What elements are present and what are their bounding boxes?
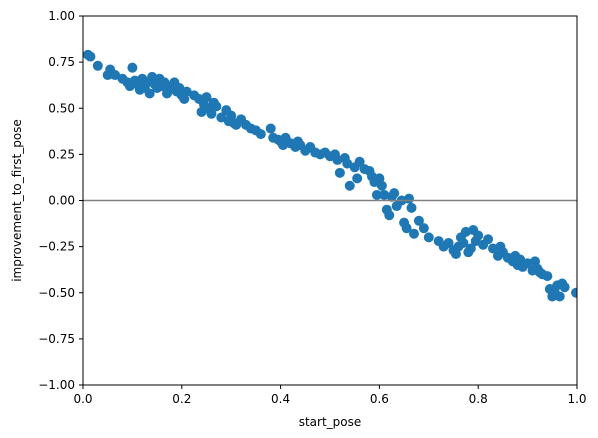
x-tick-label: 0.6 xyxy=(370,392,389,406)
y-tick-label: 0.50 xyxy=(48,101,75,115)
data-point xyxy=(159,77,170,88)
data-point xyxy=(408,228,419,239)
data-point xyxy=(571,287,577,298)
data-point xyxy=(559,282,570,293)
data-point xyxy=(334,167,345,178)
data-point xyxy=(389,188,400,199)
data-point xyxy=(352,173,363,184)
data-point xyxy=(406,202,417,213)
data-point xyxy=(255,129,266,140)
x-tick-label: 1.0 xyxy=(567,392,586,406)
x-tick-label: 0.0 xyxy=(73,392,92,406)
y-tick-label: 0.25 xyxy=(48,147,75,161)
data-point xyxy=(344,180,355,191)
data-point xyxy=(458,237,469,248)
y-tick-label: −0.75 xyxy=(38,332,75,346)
data-point xyxy=(418,223,429,234)
y-tick-label: −0.50 xyxy=(38,286,75,300)
y-tick-label: −0.25 xyxy=(38,240,75,254)
data-point xyxy=(85,51,96,62)
data-point xyxy=(483,234,494,245)
y-axis-label: improvement_to_first_pose xyxy=(10,119,24,282)
data-point xyxy=(542,271,553,282)
y-axis-ticks: −1.00 −0.75 −0.50 −0.25 0.00 0.25 0.50 0.75 1.00 xyxy=(38,9,83,392)
x-axis-ticks: 0.0 0.2 0.4 0.6 0.8 1.0 xyxy=(73,385,587,406)
y-tick-label: 0.75 xyxy=(48,55,75,69)
data-points xyxy=(83,49,577,302)
data-point xyxy=(211,101,222,112)
data-point xyxy=(206,108,217,119)
data-point xyxy=(404,193,415,204)
data-point xyxy=(413,215,424,226)
data-point xyxy=(443,237,454,248)
data-point xyxy=(127,62,138,73)
x-tick-label: 0.2 xyxy=(172,392,191,406)
data-point xyxy=(473,230,484,241)
data-point xyxy=(181,86,192,97)
x-tick-label: 0.4 xyxy=(271,392,290,406)
data-point xyxy=(144,88,155,99)
data-point xyxy=(265,123,276,134)
data-point xyxy=(465,243,476,254)
y-tick-label: 1.00 xyxy=(48,9,75,23)
data-point xyxy=(384,210,395,221)
data-point xyxy=(92,60,103,71)
data-point xyxy=(401,223,412,234)
data-point xyxy=(201,92,212,103)
x-axis-label: start_pose xyxy=(299,415,362,429)
data-point xyxy=(371,189,382,200)
data-point xyxy=(354,156,365,167)
data-point xyxy=(376,180,387,191)
y-tick-label: −1.00 xyxy=(38,378,75,392)
y-tick-label: 0.00 xyxy=(48,194,75,208)
data-point xyxy=(216,112,227,123)
data-point xyxy=(342,158,353,169)
x-tick-label: 0.8 xyxy=(469,392,488,406)
data-point xyxy=(110,70,121,81)
data-point xyxy=(423,232,434,243)
data-point xyxy=(554,291,565,302)
